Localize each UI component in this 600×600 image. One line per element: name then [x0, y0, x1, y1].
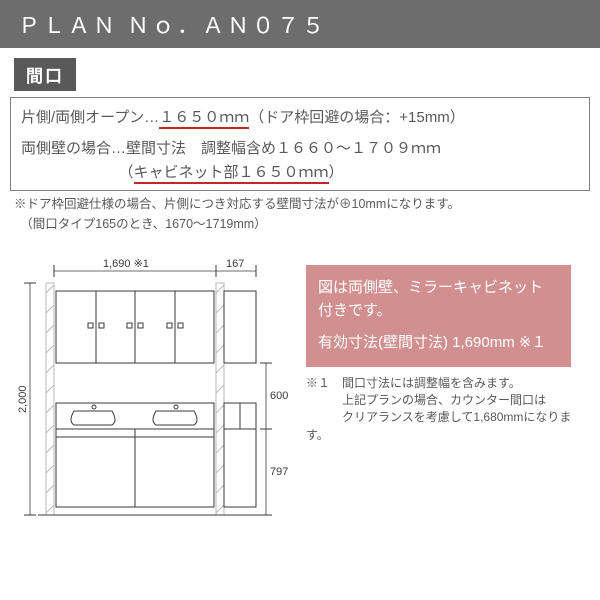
spec-box: 片側/両側オープン…１６５０ｍｍ（ドア枠回避の場合：+15mm） 両側壁の場合……: [10, 97, 590, 191]
footnote-1: ※ドア枠回避仕様の場合、片側につき対応する壁間寸法が⊕10mmになります。: [14, 195, 590, 213]
spec-l3-suffix: ）: [329, 164, 344, 181]
lower-area: 1,690 ※1 167: [0, 239, 600, 533]
footnote-2: （間口タイプ165のとき、1670～1719mm）: [14, 215, 590, 233]
section-tag: 間口: [14, 58, 76, 91]
callout-l2: 付きです。: [318, 300, 559, 323]
right-column: 図は両側壁、ミラーキャビネット 付きです。 有効寸法(壁間寸法) 1,690mm…: [306, 243, 592, 533]
callout-fn-l1: ※１ 間口寸法には調整幅を含みます。: [306, 375, 592, 392]
callout-fn-l2: 上記プランの場合、カウンター間口は: [306, 392, 592, 409]
spec-line-3: （キャビネット部１６５０ｍｍ）: [21, 161, 579, 184]
spec-l3-value: キャビネット部１６５０ｍｍ: [134, 164, 329, 184]
plan-title: ＰＬＡＮ Ｎｏ．ＡＮ０７５: [18, 13, 327, 38]
spec-l1-value: １６５０ｍｍ: [159, 109, 249, 129]
callout-fn-l3: クリアランスを考慮して1,680mmになります。: [306, 409, 592, 444]
callout-footnote: ※１ 間口寸法には調整幅を含みます。 上記プランの場合、カウンター間口は クリア…: [306, 375, 592, 445]
callout-l3: 有効寸法(壁間寸法) 1,690mm ※１: [318, 332, 559, 355]
tag-label: 間口: [26, 67, 64, 86]
svg-text:2,000: 2,000: [17, 385, 29, 413]
spec-l1-suffix: （ドア枠回避の場合：+15mm）: [249, 109, 464, 126]
info-callout: 図は両側壁、ミラーキャビネット 付きです。 有効寸法(壁間寸法) 1,690mm…: [306, 265, 571, 367]
spec-l3-prefix: （: [21, 164, 134, 181]
plan-header: ＰＬＡＮ Ｎｏ．ＡＮ０７５: [0, 0, 600, 48]
technical-diagram: 1,690 ※1 167: [8, 243, 298, 533]
svg-text:797: 797: [270, 466, 288, 478]
spec-l1-prefix: 片側/両側オープン…: [21, 109, 159, 126]
spec-line-2: 両側壁の場合…壁間寸法 調整幅含め１６６０～１７０９ｍｍ: [21, 137, 579, 160]
callout-l1: 図は両側壁、ミラーキャビネット: [318, 277, 559, 300]
spec-line-1: 片側/両側オープン…１６５０ｍｍ（ドア枠回避の場合：+15mm）: [21, 106, 579, 129]
svg-text:600: 600: [270, 390, 288, 402]
svg-text:167: 167: [226, 258, 244, 270]
svg-text:1,690 ※1: 1,690 ※1: [103, 258, 149, 270]
